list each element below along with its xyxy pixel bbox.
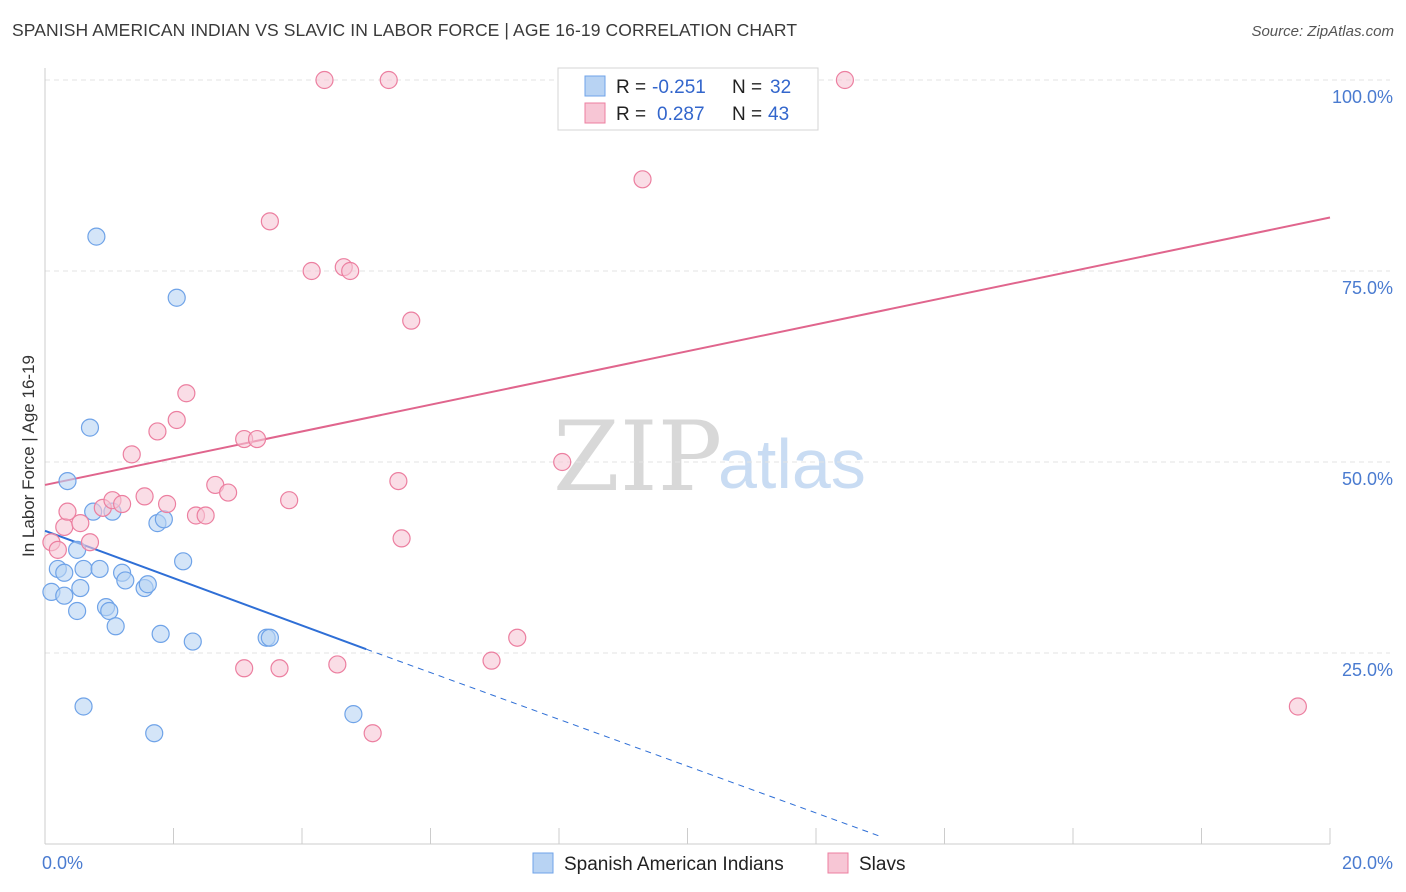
data-point bbox=[174, 552, 193, 571]
data-point bbox=[402, 311, 421, 330]
y-tick-labels: 25.0% 50.0% 75.0% 100.0% bbox=[1332, 87, 1393, 680]
data-point bbox=[138, 575, 157, 594]
data-point bbox=[157, 494, 177, 514]
data-point bbox=[74, 697, 93, 716]
data-point bbox=[80, 418, 100, 437]
data-point bbox=[167, 288, 186, 307]
data-point bbox=[116, 571, 135, 590]
series-legend: Spanish American Indians Slavs bbox=[532, 852, 905, 875]
data-point bbox=[90, 559, 109, 579]
data-point bbox=[74, 559, 93, 579]
data-point bbox=[315, 70, 334, 90]
watermark-atlas: atlas bbox=[718, 425, 866, 503]
data-point bbox=[482, 651, 501, 670]
data-point bbox=[106, 617, 125, 636]
y-tick-label: 25.0% bbox=[1342, 660, 1393, 680]
data-point bbox=[151, 624, 170, 644]
legend-n-label-1: N = bbox=[732, 77, 762, 98]
data-point bbox=[100, 601, 119, 621]
legend-n-value-1: 32 bbox=[770, 77, 791, 98]
legend-r-label-2: R = bbox=[616, 104, 646, 125]
data-point bbox=[80, 533, 100, 552]
series-points-slavs bbox=[42, 70, 1307, 743]
series-swatch-spanish-american-indians bbox=[532, 852, 554, 874]
y-tick-label: 75.0% bbox=[1342, 278, 1393, 298]
data-points bbox=[42, 70, 1307, 743]
data-point bbox=[392, 529, 411, 548]
data-point bbox=[260, 628, 279, 647]
legend-r-value-2: 0.287 bbox=[657, 104, 705, 125]
data-point bbox=[196, 506, 215, 525]
data-point bbox=[280, 491, 299, 510]
source-label: Source: ZipAtlas.com bbox=[1251, 23, 1394, 40]
data-point bbox=[48, 540, 67, 559]
data-point bbox=[55, 586, 74, 605]
legend-r-value-1: -0.251 bbox=[652, 77, 706, 98]
data-point bbox=[55, 517, 74, 537]
data-point bbox=[835, 70, 855, 90]
data-point bbox=[122, 445, 141, 464]
trend-lines bbox=[44, 216, 1331, 837]
data-point bbox=[135, 487, 154, 506]
data-point bbox=[167, 410, 186, 430]
chart-title: SPANISH AMERICAN INDIAN VS SLAVIC IN LAB… bbox=[12, 20, 798, 40]
data-point bbox=[270, 659, 289, 678]
data-point bbox=[71, 514, 90, 533]
trend-line-spanish-american-indians bbox=[44, 529, 367, 651]
data-point bbox=[154, 510, 173, 529]
data-point bbox=[71, 578, 90, 598]
data-point bbox=[302, 261, 321, 281]
y-tick-label: 100.0% bbox=[1332, 87, 1393, 107]
data-point bbox=[341, 261, 360, 281]
data-point bbox=[363, 724, 382, 743]
legend-n-value-2: 43 bbox=[768, 104, 789, 125]
legend-swatch-pink bbox=[584, 102, 606, 124]
series-points-spanish-american-indians bbox=[42, 227, 363, 743]
x-tick-label: 0.0% bbox=[42, 853, 83, 873]
data-point bbox=[58, 472, 77, 491]
data-point bbox=[68, 601, 87, 621]
data-point bbox=[219, 483, 238, 502]
data-point bbox=[344, 705, 363, 724]
series-label-slavs: Slavs bbox=[859, 854, 905, 875]
watermark-zip: ZIP bbox=[553, 401, 722, 513]
x-tick-labels: 0.0% 20.0% bbox=[42, 828, 1393, 873]
data-point bbox=[183, 632, 202, 651]
stats-legend: R = -0.251 N = 32 R = 0.287 N = 43 bbox=[557, 67, 819, 131]
legend-n-label-2: N = bbox=[732, 104, 762, 125]
gridlines bbox=[45, 79, 1390, 654]
data-point bbox=[87, 227, 106, 246]
data-point bbox=[1288, 697, 1307, 716]
data-point bbox=[112, 494, 132, 514]
legend-swatch-blue bbox=[584, 75, 606, 97]
x-tick-label: 20.0% bbox=[1342, 853, 1393, 873]
y-axis-label: In Labor Force | Age 16-19 bbox=[19, 355, 38, 557]
series-label-spanish-american-indians: Spanish American Indians bbox=[564, 854, 784, 875]
data-point bbox=[145, 724, 164, 743]
data-point bbox=[148, 422, 167, 441]
data-point bbox=[553, 452, 572, 472]
data-point bbox=[389, 472, 408, 491]
data-point bbox=[247, 429, 267, 449]
data-point bbox=[177, 384, 196, 403]
data-point bbox=[379, 70, 398, 90]
trend-line-extension-spanish-american-indians bbox=[366, 648, 881, 837]
data-point bbox=[260, 212, 279, 231]
data-point bbox=[328, 655, 347, 674]
legend-r-label-1: R = bbox=[616, 77, 646, 98]
y-tick-label: 50.0% bbox=[1342, 469, 1393, 489]
data-point bbox=[55, 563, 74, 582]
data-point bbox=[508, 628, 527, 647]
series-swatch-slavs bbox=[827, 852, 849, 874]
data-point bbox=[235, 659, 254, 678]
data-point bbox=[58, 502, 77, 521]
data-point bbox=[633, 170, 652, 189]
